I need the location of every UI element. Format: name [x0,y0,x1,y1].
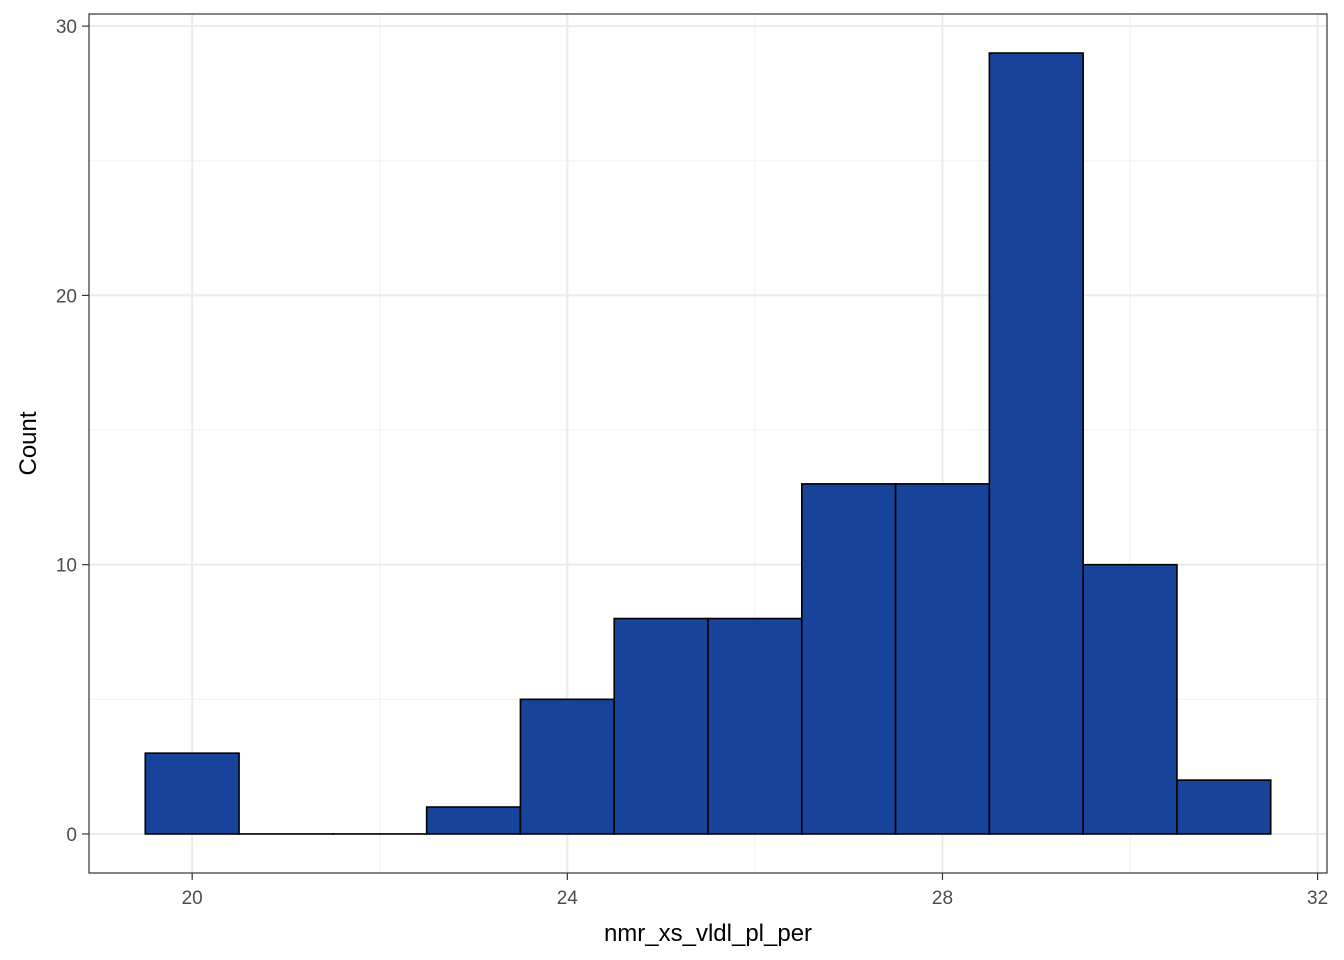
x-axis-title: nmr_xs_vldl_pl_per [604,920,812,947]
y-tick-label: 0 [66,825,77,846]
histogram-bar [613,617,709,835]
histogram-bar [425,806,522,835]
x-tick-label: 28 [932,888,953,909]
y-tick-label: 30 [56,17,77,38]
x-tick-label: 24 [557,888,579,909]
x-tick-label: 20 [182,888,203,909]
histogram-bar [894,483,991,835]
y-tick-label: 10 [56,556,77,577]
x-tick-label: 32 [1307,888,1328,909]
y-tick-label: 20 [56,286,77,307]
histogram-bars [144,52,1272,835]
y-axis: 0 10 20 30 [56,17,89,846]
x-axis: 20 24 28 32 [182,873,1328,909]
histogram-bar [988,52,1084,835]
y-axis-title: Count [15,411,42,475]
histogram-bar [519,698,616,835]
histogram-bar [144,752,240,835]
histogram-bar [1176,779,1272,835]
histogram-bar [707,617,803,835]
histogram-bar [800,483,897,835]
panel-border [88,13,1328,874]
histogram-bar [1082,563,1178,835]
